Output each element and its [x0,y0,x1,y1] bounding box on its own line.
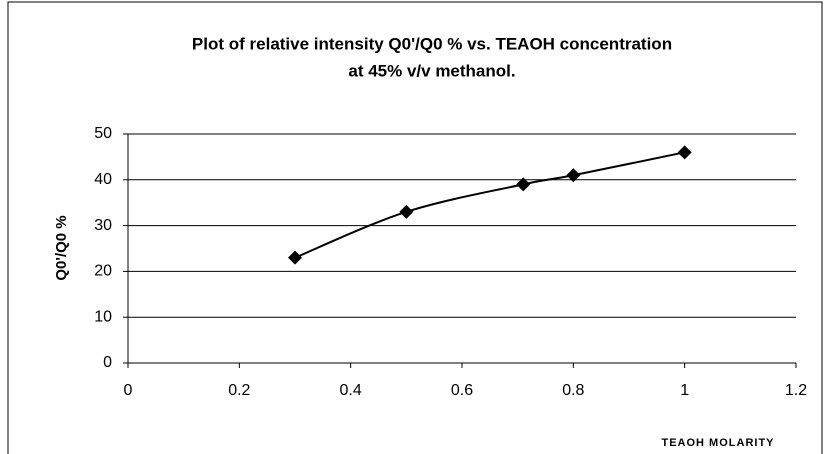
x-axis-title: TEAOH MOLARITY [662,437,775,449]
x-tick-label: 0.4 [340,382,362,399]
y-tick-label: 50 [94,125,112,142]
marker [288,250,302,265]
x-tick-label: 0.8 [562,382,584,399]
x-tick-label: 0.6 [451,382,473,399]
x-tick-label: 0 [124,382,133,399]
y-axis-title: Q0'/Q0 % [53,215,70,280]
marker [677,145,692,160]
y-tick-label: 20 [94,263,112,280]
marker [566,168,581,183]
y-tick-label: 0 [103,354,112,371]
marker [399,204,414,219]
marker [516,177,531,192]
x-tick-label: 1 [680,382,689,399]
y-tick-label: 10 [94,308,112,325]
line [294,151,685,259]
y-tick-label: 40 [94,171,112,188]
x-tick-label: 0.2 [228,382,250,399]
chart-title: Plot of relative intensity Q0'/Q0 % vs. … [192,34,672,53]
y-tick-label: 30 [94,217,112,234]
chart-frame [7,1,823,454]
chart-title: at 45% v/v methanol. [348,61,515,80]
x-tick-label: 1.2 [785,382,807,399]
